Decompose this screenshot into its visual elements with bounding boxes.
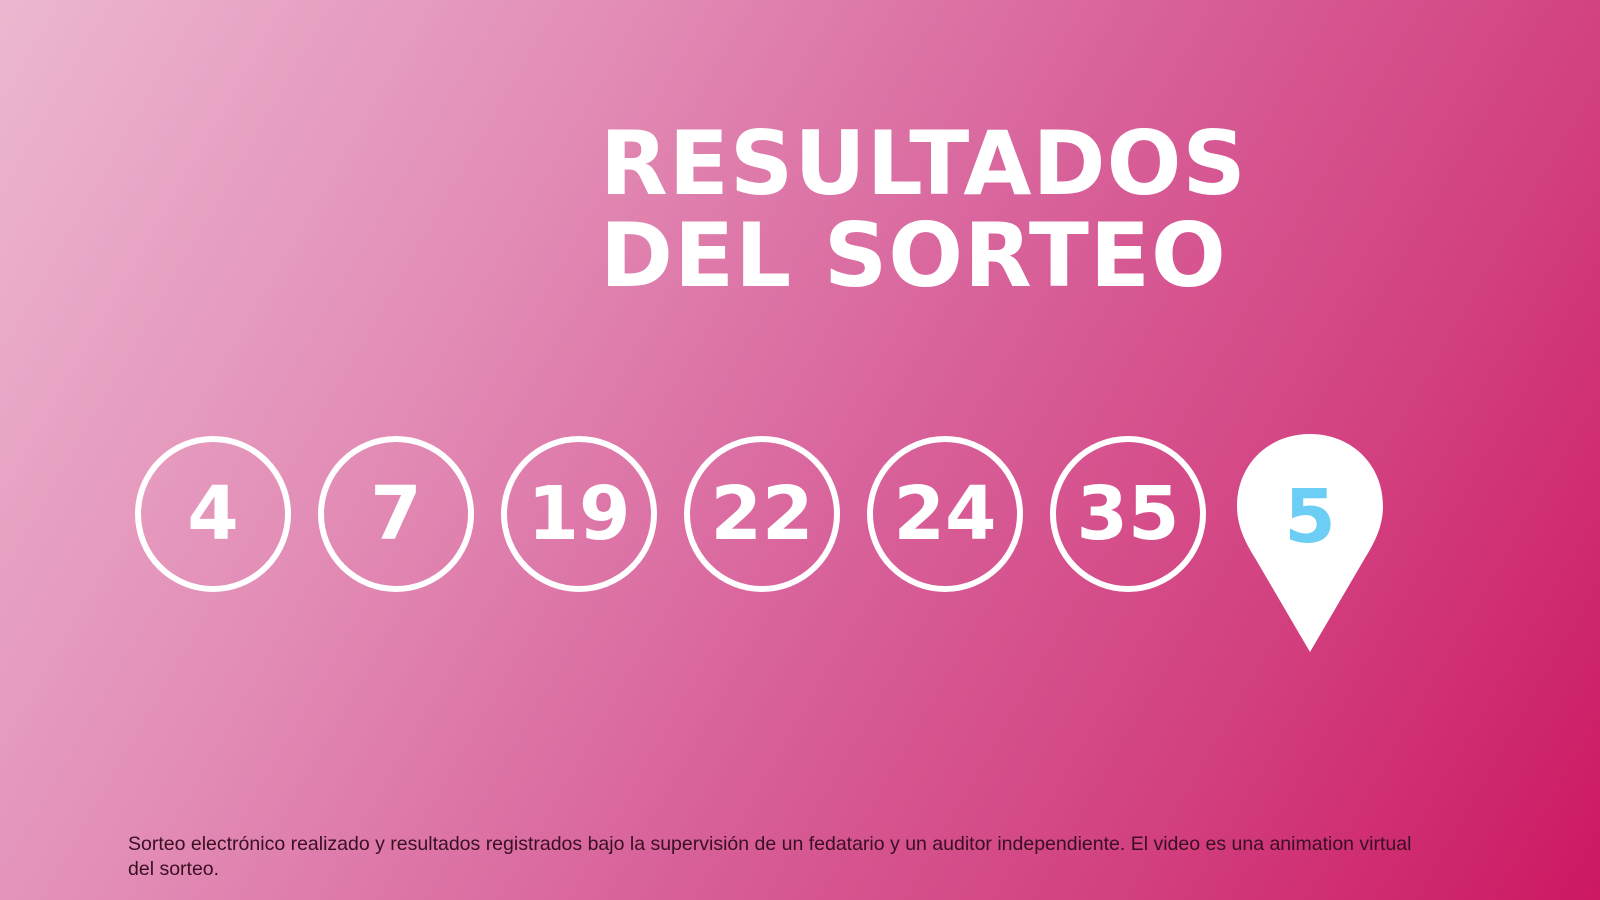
title-line-1: RESULTADOS <box>600 112 1247 215</box>
result-ball: 4 <box>135 436 291 592</box>
disclaimer-text: Sorteo electrónico realizado y resultado… <box>128 833 1412 880</box>
result-ball: 7 <box>318 436 474 592</box>
page-title: RESULTADOS DEL SORTEO <box>600 118 1247 302</box>
result-ball: 22 <box>684 436 840 592</box>
map-pin-icon <box>1237 434 1383 652</box>
result-ball: 19 <box>501 436 657 592</box>
result-ball: 35 <box>1050 436 1206 592</box>
title-line-2: DEL SORTEO <box>600 204 1227 307</box>
result-ball: 24 <box>867 436 1023 592</box>
bonus-number: 5 <box>1284 474 1336 560</box>
